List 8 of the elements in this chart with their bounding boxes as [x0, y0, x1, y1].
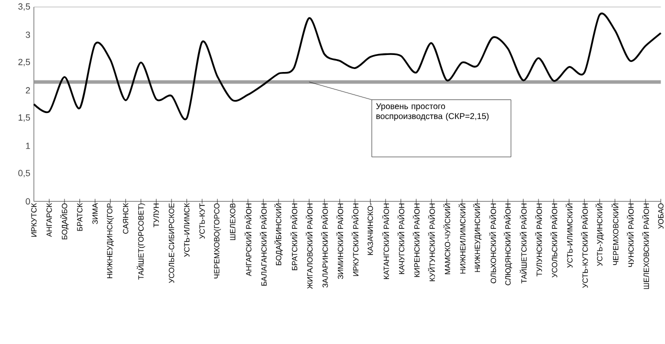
y-tick-label: 2 — [26, 87, 30, 94]
y-tick-label: 1 — [26, 142, 30, 149]
y-tick-label: 1,5 — [18, 114, 30, 122]
y-tick-label: 3,5 — [18, 3, 30, 11]
y-tick-label: 3 — [26, 32, 30, 38]
y-tick-label: 2,5 — [18, 58, 30, 66]
y-tick-label: 0,5 — [18, 170, 30, 178]
y-tick-label: 0 — [26, 198, 30, 205]
